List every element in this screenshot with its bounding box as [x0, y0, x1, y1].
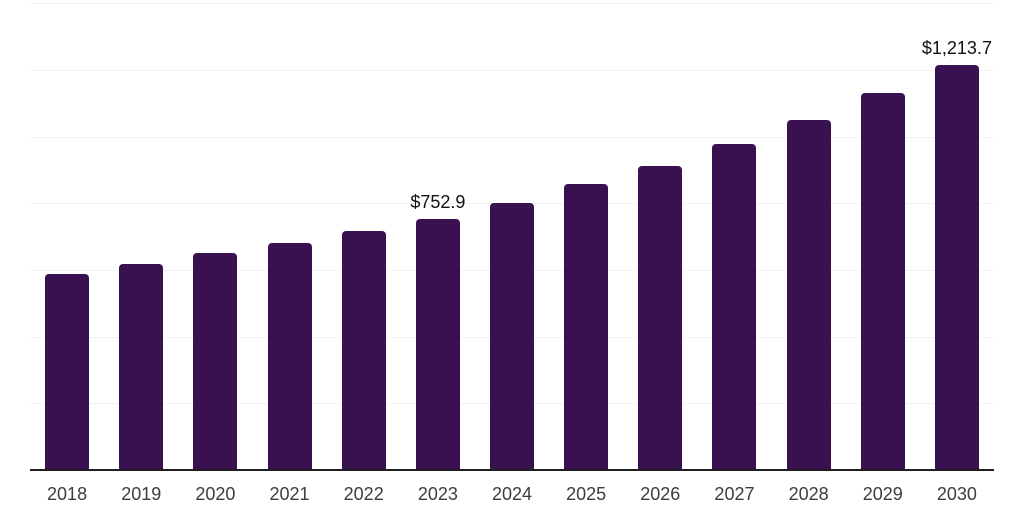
x-axis-label-2024: 2024	[491, 484, 533, 504]
x-axis-label-2022: 2022	[343, 484, 384, 504]
gridline-1200	[30, 69, 994, 71]
x-axis-line	[30, 469, 994, 471]
bar-2030	[934, 65, 979, 470]
x-axis-label-2018: 2018	[47, 484, 88, 504]
bar-2027	[712, 144, 757, 470]
bar-2029	[860, 92, 905, 470]
value-label-2030: $1,213.7	[921, 38, 992, 59]
bar-2020	[193, 253, 238, 470]
x-axis-label-2021: 2021	[269, 484, 310, 504]
value-label-2023: $752.9	[410, 192, 466, 212]
x-axis-label-2023: 2023	[417, 484, 458, 504]
gridline-1000	[30, 136, 994, 138]
bar-2024	[490, 202, 534, 470]
x-axis-label-2019: 2019	[121, 484, 162, 504]
bar-2028	[786, 119, 831, 470]
bar-2018	[45, 273, 90, 470]
bar-2026	[638, 165, 683, 470]
x-axis-label-2025: 2025	[566, 484, 607, 504]
x-axis-label-2020: 2020	[195, 484, 236, 504]
x-axis-label-2027: 2027	[714, 484, 755, 504]
bar-2021	[267, 242, 312, 470]
x-axis-label-2030: 2030	[936, 484, 977, 504]
bar-2019	[119, 263, 164, 470]
x-axis-label-2026: 2026	[640, 484, 681, 504]
x-axis-label-2028: 2028	[788, 484, 829, 504]
gridline-1400	[30, 3, 994, 5]
x-axis-label-2029: 2029	[862, 484, 903, 504]
bar-2022	[341, 230, 386, 470]
bar-2023	[415, 219, 460, 470]
bar-2025	[564, 184, 609, 470]
